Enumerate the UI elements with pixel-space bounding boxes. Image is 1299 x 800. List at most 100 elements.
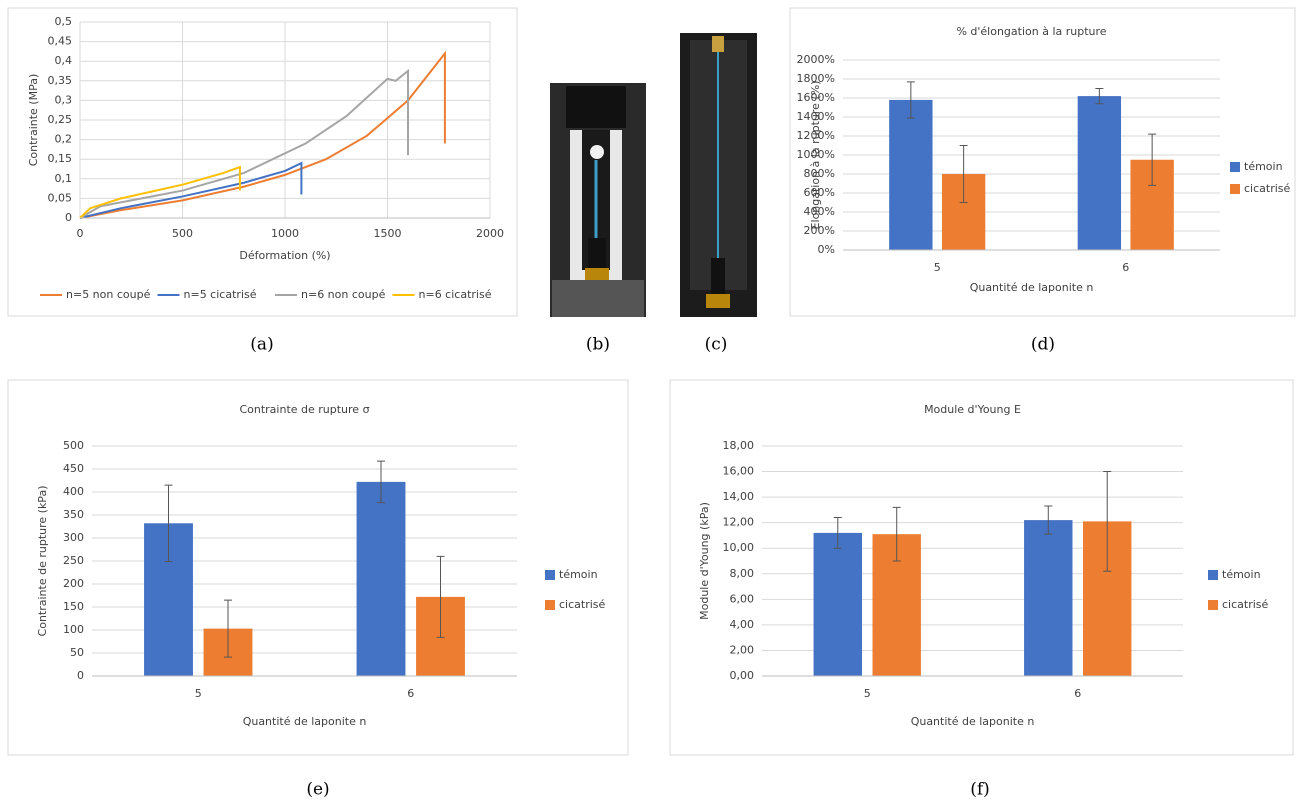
x-tick-label: 5 — [864, 687, 871, 700]
legend-swatch — [1208, 570, 1218, 580]
error-bar — [1044, 505, 1053, 535]
bar — [356, 481, 406, 676]
y-tick-label: 400% — [804, 205, 835, 218]
legend-label: témoin — [559, 568, 598, 581]
x-tick-label: 0 — [77, 227, 84, 240]
legend-label: n=6 non coupé — [301, 288, 386, 301]
y-tick-label: 50 — [70, 646, 84, 659]
y-axis-label: Contrainte de rupture (kPa) — [36, 486, 49, 637]
y-tick-label: 1200% — [797, 129, 835, 142]
error-bar — [377, 460, 385, 504]
y-tick-label: 2000% — [797, 53, 835, 66]
legend-label: témoin — [1222, 568, 1261, 581]
y-tick-label: 1800% — [797, 72, 835, 85]
bar — [1024, 520, 1073, 676]
legend-label: n=5 non coupé — [66, 288, 151, 301]
caption: (d) — [1031, 335, 1055, 355]
line-series — [79, 50, 446, 219]
legend-label: témoin — [1244, 160, 1283, 173]
y-tick-label: 0,1 — [55, 172, 73, 185]
y-tick-label: 16,00 — [723, 465, 755, 478]
y-tick-label: 1000% — [797, 148, 835, 161]
caption: (b) — [586, 335, 610, 355]
y-tick-label: 4,00 — [730, 618, 755, 631]
x-axis-label: Quantité de laponite n — [911, 715, 1035, 728]
legend-swatch — [1208, 600, 1218, 610]
legend-swatch — [1230, 184, 1240, 194]
x-tick-label: 6 — [407, 687, 414, 700]
y-tick-label: 0,15 — [48, 152, 73, 165]
y-axis-label: Elongation à la rupture (%) — [809, 81, 822, 230]
x-tick-label: 6 — [1122, 261, 1129, 274]
y-tick-label: 200% — [804, 224, 835, 237]
y-tick-label: 0,3 — [55, 93, 73, 106]
y-tick-label: 0,00 — [730, 669, 755, 682]
legend-swatch — [545, 600, 555, 610]
chart-title: Contrainte de rupture σ — [239, 403, 369, 416]
photo-b — [550, 83, 646, 317]
y-tick-label: 0,5 — [55, 15, 73, 28]
legend-label: cicatrisé — [559, 598, 606, 611]
y-tick-label: 12,00 — [723, 516, 755, 529]
y-tick-label: 300 — [63, 531, 84, 544]
y-tick-label: 450 — [63, 462, 84, 475]
x-tick-label: 1000 — [271, 227, 299, 240]
y-tick-label: 1400% — [797, 110, 835, 123]
y-tick-label: 500 — [63, 439, 84, 452]
legend-label: n=5 cicatrisé — [184, 288, 257, 301]
caption: (a) — [250, 335, 273, 355]
caption: (f) — [970, 780, 990, 800]
y-tick-label: 14,00 — [723, 490, 755, 503]
x-tick-label: 6 — [1074, 687, 1081, 700]
error-bar — [1148, 133, 1157, 186]
panel-frame — [669, 379, 1294, 756]
x-axis-label: Déformation (%) — [239, 249, 330, 262]
error-bar — [906, 81, 915, 119]
y-tick-label: 0,45 — [48, 35, 73, 48]
y-tick-label: 350 — [63, 508, 84, 521]
chart-title: Module d'Young E — [924, 403, 1021, 416]
line-series — [79, 165, 241, 219]
error-bar — [436, 555, 445, 638]
y-tick-label: 0,2 — [55, 133, 73, 146]
legend-label: n=6 cicatrisé — [419, 288, 492, 301]
line-series — [79, 161, 303, 219]
legend-label: cicatrisé — [1222, 598, 1269, 611]
bar — [889, 99, 933, 251]
y-tick-label: 600% — [804, 186, 835, 199]
x-tick-label: 1500 — [374, 227, 402, 240]
panel-frame — [7, 379, 629, 756]
y-tick-label: 0% — [818, 243, 835, 256]
y-tick-label: 2,00 — [730, 643, 755, 656]
y-tick-label: 0,25 — [48, 113, 73, 126]
bar — [813, 532, 862, 676]
y-tick-label: 100 — [63, 623, 84, 636]
y-tick-label: 150 — [63, 600, 84, 613]
panel-frame — [789, 7, 1296, 317]
chart-title: % d'élongation à la rupture — [956, 25, 1106, 38]
x-tick-label: 5 — [934, 261, 941, 274]
legend-swatch — [1230, 162, 1240, 172]
y-tick-label: 0 — [77, 669, 84, 682]
y-tick-label: 0 — [65, 211, 72, 224]
x-tick-label: 5 — [195, 687, 202, 700]
panel-frame — [7, 7, 518, 317]
x-tick-label: 2000 — [476, 227, 504, 240]
error-bar — [959, 145, 968, 203]
error-bar — [892, 506, 901, 562]
y-tick-label: 0,05 — [48, 191, 73, 204]
y-tick-label: 250 — [63, 554, 84, 567]
error-bar — [1095, 88, 1104, 105]
error-bar — [833, 517, 842, 549]
error-bar — [224, 599, 232, 658]
photo-c — [680, 33, 757, 317]
y-tick-label: 10,00 — [723, 541, 755, 554]
x-axis-label: Quantité de laponite n — [970, 281, 1094, 294]
y-tick-label: 800% — [804, 167, 835, 180]
y-tick-label: 0,35 — [48, 74, 73, 87]
caption: (c) — [705, 335, 728, 355]
error-bar — [1103, 471, 1112, 572]
x-axis-label: Quantité de laponite n — [243, 715, 367, 728]
